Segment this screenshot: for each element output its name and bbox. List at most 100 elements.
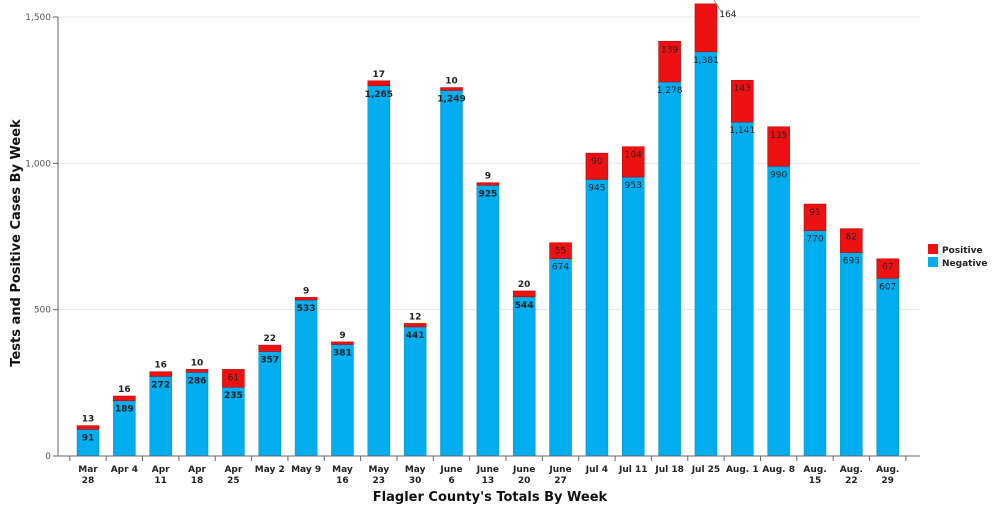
x-tick-label: Aug. 8 <box>762 465 795 475</box>
x-tick-label: Jul 4 <box>585 465 608 475</box>
x-tick-label: June <box>476 465 499 475</box>
data-label-positive: 82 <box>846 233 857 243</box>
bar-positive <box>876 258 899 279</box>
x-tick-label: Apr 4 <box>111 465 138 475</box>
bar-positive <box>694 3 718 53</box>
x-axis-title: Flagler County's Totals By Week <box>373 490 608 505</box>
bar-positive <box>185 369 209 373</box>
data-label-positive: 104 <box>625 151 642 161</box>
bar-positive <box>512 290 536 298</box>
x-tick-label: 29 <box>881 476 894 486</box>
data-label-negative: 1,249 <box>437 94 465 104</box>
bar-positive <box>76 425 100 430</box>
data-label-negative: 607 <box>879 282 896 292</box>
bar-positive <box>549 242 572 259</box>
y-tick-label: 1,500 <box>25 13 51 23</box>
bar-positive <box>294 297 318 301</box>
x-tick-label: June <box>439 465 462 475</box>
x-tick-label: Aug. <box>876 465 899 475</box>
bar-negative <box>767 166 790 457</box>
x-tick-label: Aug. <box>840 465 863 475</box>
x-tick-label: 13 <box>482 476 495 486</box>
legend-label-negative: Negative <box>942 259 988 269</box>
x-tick-label: 18 <box>191 476 204 486</box>
data-label-positive: 55 <box>555 247 566 257</box>
bar-positive <box>658 41 681 83</box>
data-label-positive: 135 <box>770 131 787 141</box>
x-tick-label: May 9 <box>291 465 321 475</box>
legend-label-positive: Positive <box>942 246 983 256</box>
data-label-positive: 16 <box>118 385 131 395</box>
bar-negative <box>876 278 899 457</box>
data-label-negative: 945 <box>588 183 605 193</box>
data-label-negative: 990 <box>770 170 787 180</box>
legend-swatch-negative <box>928 257 938 267</box>
data-label-negative: 286 <box>188 376 207 386</box>
data-label-negative: 91 <box>82 433 95 443</box>
x-tick-label: Apr <box>224 465 242 475</box>
bar-positive <box>113 395 136 401</box>
x-tick-label: Apr <box>152 465 170 475</box>
data-label-positive: 13 <box>82 415 95 425</box>
bar-negative <box>694 51 718 457</box>
data-label-negative: 1,141 <box>729 126 755 136</box>
y-tick-label: 0 <box>45 452 51 462</box>
y-tick-label: 1,000 <box>25 159 51 169</box>
x-tick-label: Jul 11 <box>618 465 648 475</box>
x-tick-label: May <box>405 465 426 475</box>
x-tick-label: Mar <box>78 465 98 475</box>
data-label-negative: 272 <box>151 380 170 390</box>
data-label-negative: 357 <box>260 356 279 366</box>
bar-negative <box>731 121 754 457</box>
bar-negative <box>840 252 863 457</box>
bar-positive <box>367 80 391 87</box>
x-tick-label: 28 <box>82 476 95 486</box>
data-label-negative: 544 <box>515 301 534 311</box>
data-label-positive: 20 <box>518 280 531 290</box>
bar-positive <box>403 323 427 328</box>
bar-negative <box>549 258 572 457</box>
data-label-positive: 143 <box>734 84 751 94</box>
x-tick-label: May <box>368 465 389 475</box>
data-label-negative: 925 <box>478 189 497 199</box>
bar-negative <box>512 296 536 457</box>
bar-negative <box>331 344 354 457</box>
x-tick-label: 25 <box>227 476 240 486</box>
x-tick-label: 6 <box>448 476 454 486</box>
x-tick-label: June <box>548 465 571 475</box>
x-tick-label: May <box>332 465 353 475</box>
x-tick-label: Aug. 1 <box>726 465 759 475</box>
data-label-negative: 533 <box>297 304 316 314</box>
x-tick-label: Aug. <box>803 465 826 475</box>
data-label-negative: 1,265 <box>365 90 393 100</box>
bar-positive <box>149 371 172 377</box>
data-label-positive: 9 <box>339 331 345 341</box>
bar-negative <box>585 179 609 457</box>
data-label-positive: 9 <box>485 172 491 182</box>
bar-negative <box>622 176 645 457</box>
x-tick-label: June <box>512 465 535 475</box>
bar-negative <box>440 90 463 457</box>
bar-positive <box>440 87 463 91</box>
bar-positive <box>840 228 863 253</box>
data-label-negative: 235 <box>224 391 243 401</box>
data-label-positive: 91 <box>809 208 820 218</box>
x-tick-label: 30 <box>409 476 422 486</box>
bar-positive <box>331 341 354 345</box>
data-label-positive: 10 <box>445 77 458 87</box>
data-label-leader-line <box>713 0 723 14</box>
x-tick-label: 16 <box>336 476 349 486</box>
x-tick-label: May 2 <box>255 465 285 475</box>
data-label-negative: 1,278 <box>657 86 683 96</box>
x-tick-label: 15 <box>809 476 822 486</box>
bar-positive <box>622 146 645 178</box>
x-tick-label: Jul 18 <box>654 465 684 475</box>
bar-negative <box>658 81 681 457</box>
x-tick-label: Apr <box>188 465 206 475</box>
bar-negative <box>476 185 500 457</box>
bar-positive <box>258 344 281 352</box>
x-tick-label: 22 <box>845 476 858 486</box>
x-tick-label: 20 <box>518 476 531 486</box>
data-labels: 91 13 189 16 272 16 286 10 235 61 357 22 533 9 381 9 1,2… <box>82 0 896 443</box>
